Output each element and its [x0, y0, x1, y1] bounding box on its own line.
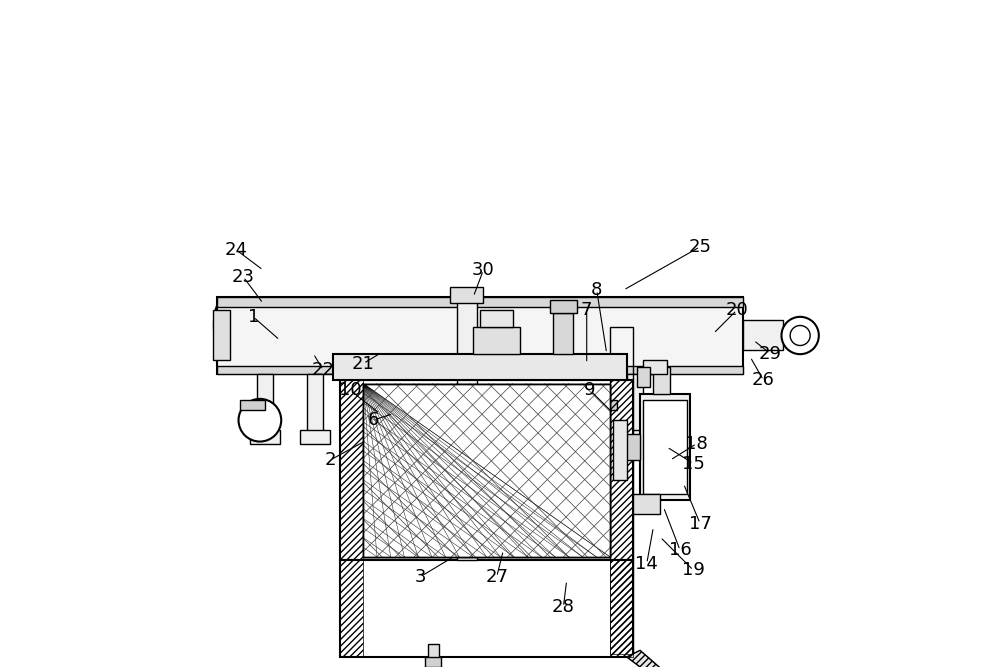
Text: 28: 28 — [552, 598, 575, 616]
Bar — [340, 380, 363, 560]
Text: 10: 10 — [339, 382, 361, 399]
Bar — [250, 430, 280, 444]
Bar — [300, 430, 330, 444]
Circle shape — [790, 325, 810, 346]
Bar — [550, 300, 577, 313]
Text: 1: 1 — [248, 308, 259, 325]
Circle shape — [585, 399, 628, 442]
Bar — [480, 310, 513, 327]
Bar — [425, 657, 441, 667]
Text: 16: 16 — [669, 542, 691, 559]
Bar — [363, 384, 610, 557]
Text: 24: 24 — [225, 241, 248, 259]
Bar — [610, 327, 633, 654]
Bar — [428, 644, 439, 658]
Text: 18: 18 — [685, 435, 708, 452]
Bar — [553, 313, 573, 354]
Polygon shape — [580, 400, 617, 410]
Bar — [217, 366, 743, 374]
Text: 22: 22 — [312, 362, 335, 379]
Text: 7: 7 — [581, 301, 592, 319]
Bar — [613, 420, 627, 480]
Text: 29: 29 — [759, 345, 782, 362]
Bar — [580, 430, 610, 444]
Bar — [473, 327, 520, 354]
Bar — [340, 560, 633, 657]
Bar — [333, 354, 627, 380]
Text: 3: 3 — [414, 568, 426, 586]
Text: 17: 17 — [689, 515, 712, 532]
Bar — [363, 384, 610, 557]
Bar — [217, 297, 743, 307]
Text: 26: 26 — [752, 372, 775, 389]
Bar — [623, 434, 640, 460]
Text: 8: 8 — [591, 281, 602, 299]
Bar — [457, 297, 477, 560]
Bar — [643, 360, 667, 374]
Text: 25: 25 — [689, 238, 712, 255]
Text: 19: 19 — [682, 562, 705, 579]
Text: 6: 6 — [368, 412, 379, 429]
Bar — [340, 560, 363, 657]
Bar — [743, 320, 783, 350]
Bar — [257, 374, 273, 434]
Text: 21: 21 — [352, 355, 375, 372]
Bar — [653, 367, 670, 394]
Bar — [640, 394, 690, 500]
Bar — [620, 430, 650, 444]
Polygon shape — [240, 400, 265, 410]
Bar — [217, 297, 743, 374]
Bar — [610, 560, 633, 657]
Bar — [637, 367, 650, 387]
Bar — [610, 560, 633, 654]
Circle shape — [781, 317, 819, 354]
Bar — [633, 494, 660, 514]
Bar — [610, 380, 633, 560]
Text: 9: 9 — [584, 382, 596, 399]
Text: 27: 27 — [485, 568, 508, 586]
Text: 23: 23 — [232, 268, 255, 285]
Bar — [340, 380, 633, 560]
Bar — [213, 310, 230, 360]
Text: 30: 30 — [472, 261, 495, 279]
Bar — [627, 374, 643, 434]
Text: 15: 15 — [682, 455, 705, 472]
Polygon shape — [627, 650, 693, 667]
Text: 20: 20 — [725, 301, 748, 319]
Bar — [643, 400, 687, 494]
Bar — [450, 287, 483, 303]
Bar — [307, 374, 323, 434]
Bar — [587, 374, 603, 434]
Bar — [363, 384, 610, 557]
Text: 14: 14 — [635, 555, 658, 572]
Circle shape — [239, 399, 281, 442]
Text: 2: 2 — [324, 452, 336, 469]
